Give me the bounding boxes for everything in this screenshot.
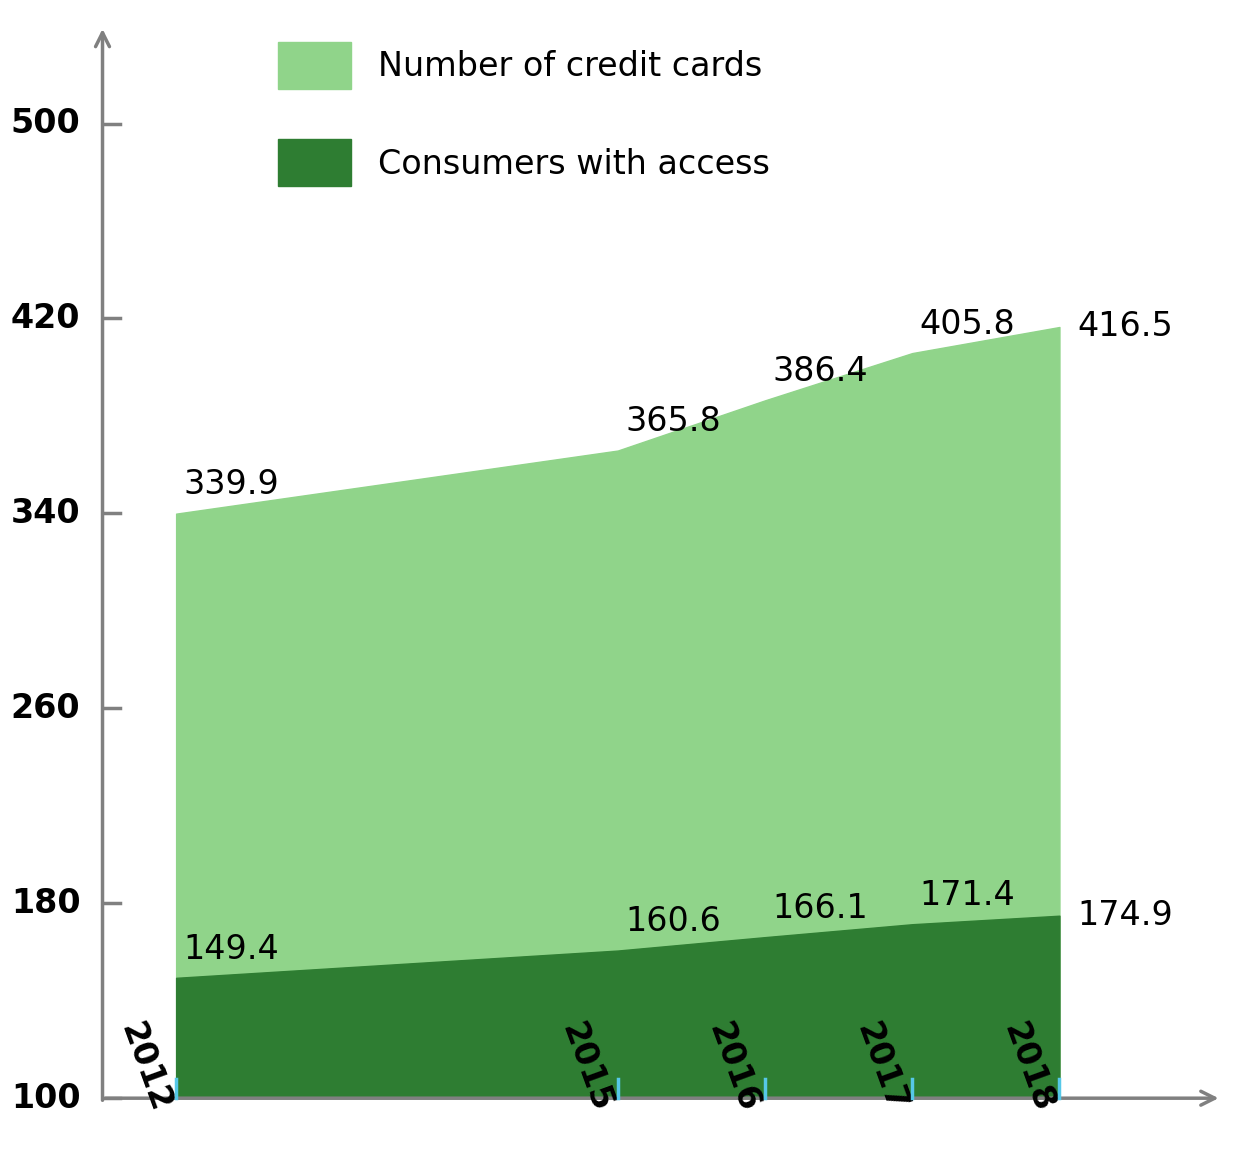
Text: 180: 180 bbox=[11, 887, 80, 920]
Text: 260: 260 bbox=[11, 692, 80, 725]
Text: 100: 100 bbox=[11, 1082, 80, 1114]
Text: 420: 420 bbox=[11, 301, 80, 335]
Text: 174.9: 174.9 bbox=[1078, 900, 1172, 933]
Text: 166.1: 166.1 bbox=[772, 891, 868, 925]
Legend: Number of credit cards, Consumers with access: Number of credit cards, Consumers with a… bbox=[278, 42, 770, 187]
Text: 160.6: 160.6 bbox=[625, 906, 721, 938]
Text: 405.8: 405.8 bbox=[920, 307, 1015, 341]
Text: 2012: 2012 bbox=[114, 1018, 176, 1117]
Text: 149.4: 149.4 bbox=[184, 933, 279, 965]
Text: 2016: 2016 bbox=[703, 1018, 765, 1117]
Text: 500: 500 bbox=[11, 107, 80, 140]
Text: 340: 340 bbox=[11, 497, 80, 530]
Text: 365.8: 365.8 bbox=[625, 406, 721, 439]
Text: 416.5: 416.5 bbox=[1078, 311, 1172, 344]
Text: 171.4: 171.4 bbox=[920, 879, 1015, 913]
Text: 339.9: 339.9 bbox=[184, 468, 279, 502]
Text: 2017: 2017 bbox=[850, 1018, 912, 1117]
Text: 386.4: 386.4 bbox=[772, 355, 868, 388]
Text: 2018: 2018 bbox=[996, 1018, 1060, 1117]
Text: 2015: 2015 bbox=[555, 1018, 618, 1117]
